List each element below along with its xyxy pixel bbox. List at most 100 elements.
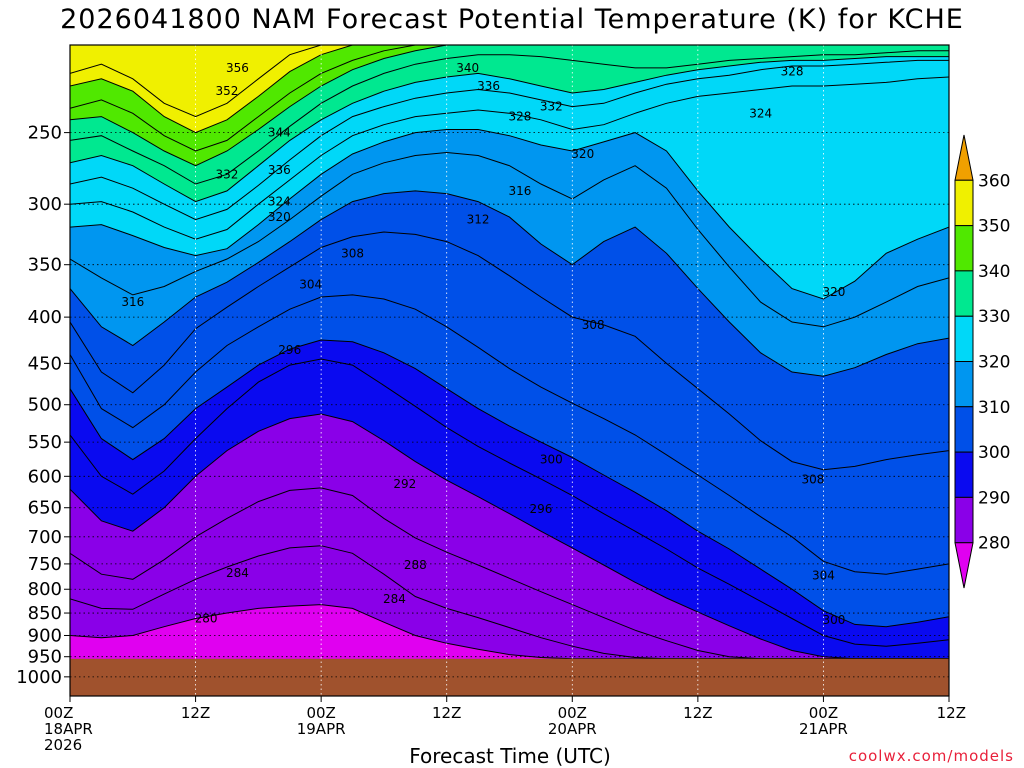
contour-label: 284 (226, 566, 249, 580)
y-tick-label: 350 (28, 255, 62, 276)
contour-label: 340 (456, 61, 479, 75)
y-tick-label: 850 (28, 603, 62, 624)
colorbar-swatch (954, 406, 974, 453)
contour-label: 296 (278, 343, 301, 357)
contour-label: 316 (509, 184, 532, 198)
contour-label: 336 (268, 163, 291, 177)
contour-label: 332 (216, 167, 239, 181)
contour-label: 344 (268, 126, 291, 140)
contour-label: 312 (467, 213, 490, 227)
y-tick-label: 300 (28, 194, 62, 215)
colorbar-swatch (954, 496, 974, 544)
contour-label: 332 (540, 100, 563, 114)
x-tick-label: 18APR (44, 720, 93, 738)
contour-label: 304 (299, 277, 322, 291)
theta-band-356 (70, 45, 949, 117)
colorbar-swatch (954, 225, 974, 272)
y-tick-label: 750 (28, 554, 62, 575)
y-tick-label: 1000 (16, 667, 62, 688)
y-tick-label: 550 (28, 432, 62, 453)
colorbar-label: 290 (978, 488, 1010, 508)
pressure-axis: 2503003504004505005506006507007508008509… (16, 123, 70, 688)
isentrope-308 (70, 231, 949, 471)
y-tick-label: 950 (28, 647, 62, 668)
isentrope-328 (70, 59, 949, 221)
colorbar-label: 330 (978, 307, 1010, 327)
grid-layer (70, 45, 949, 696)
contour-label: 320 (268, 210, 291, 224)
y-tick-label: 650 (28, 498, 62, 519)
y-tick-label: 450 (28, 353, 62, 374)
isentrope-332 (70, 56, 949, 203)
isentrope-320 (70, 129, 949, 300)
contour-label: 308 (582, 318, 605, 332)
ground-layer (70, 658, 949, 696)
colorbar-swatch (954, 451, 974, 498)
contour-label: 316 (121, 295, 144, 309)
ground-fill (70, 658, 949, 696)
x-tick-label: 00Z (306, 704, 335, 722)
x-tick-label: 12Z (181, 704, 210, 722)
x-axis-title: Forecast Time (UTC) (409, 744, 611, 768)
isentrope-316 (70, 151, 949, 328)
isentrope-352 (70, 45, 949, 134)
x-tick-label: 00Z (44, 704, 73, 722)
isentrope-336 (70, 50, 949, 185)
colorbar-label: 340 (978, 262, 1010, 282)
theta-fill-layer (70, 45, 949, 696)
contour-label: 320 (822, 285, 845, 299)
isentrope-356 (70, 45, 949, 118)
contour-label: 320 (571, 147, 594, 161)
credit-link[interactable]: coolwx.com/models (848, 747, 1014, 765)
isentrope-304 (70, 294, 949, 575)
colorbar-swatch (954, 361, 974, 408)
contour-label: 280 (195, 612, 218, 626)
contour-label: 300 (822, 613, 845, 627)
isentrope-340 (70, 45, 949, 167)
isentrope-312 (70, 190, 949, 377)
isentrope-296 (70, 358, 949, 647)
y-tick-label: 250 (28, 123, 62, 144)
isentrope-324 (70, 76, 949, 240)
colorbar-label: 350 (978, 217, 1010, 237)
contour-label: 308 (341, 246, 364, 260)
y-tick-label: 900 (28, 625, 62, 646)
isentrope-344 (70, 45, 949, 152)
x-tick-label: 2026 (44, 736, 82, 754)
isentrope-292 (70, 413, 949, 660)
colorbar: 280 290 300 310 320 330 340 350 360 (954, 134, 1010, 589)
isentrope-300 (70, 339, 949, 628)
colorbar-swatch (954, 542, 974, 589)
colorbar-label: 360 (978, 171, 1010, 191)
y-tick-label: 600 (28, 466, 62, 487)
colorbar-label: 280 (978, 534, 1010, 554)
contour-label: 324 (268, 195, 291, 209)
colorbar-swatch (954, 179, 974, 227)
colorbar-label: 300 (978, 443, 1010, 463)
contour-label: 324 (749, 106, 772, 120)
contour-label: 328 (781, 65, 804, 79)
contour-label: 356 (226, 61, 249, 75)
chart-title: 2026041800 NAM Forecast Potential Temper… (60, 4, 964, 35)
contour-label-layer: 356 352 340 336 332 328 328 324 344 320 332 336 316 3… (121, 61, 845, 627)
x-tick-label: 21APR (799, 720, 848, 738)
y-tick-label: 400 (28, 307, 62, 328)
y-tick-label: 700 (28, 527, 62, 548)
colorbar-swatch (954, 134, 974, 181)
contour-label: 300 (540, 453, 563, 467)
x-tick-label: 12Z (432, 704, 461, 722)
x-tick-label: 12Z (683, 704, 712, 722)
contour-label: 296 (529, 502, 552, 516)
plot-frame (69, 44, 950, 697)
contour-label: 288 (404, 558, 427, 572)
contour-label: 308 (802, 473, 825, 487)
contour-label: 284 (383, 592, 406, 606)
y-tick-label: 800 (28, 579, 62, 600)
x-tick-label: 20APR (548, 720, 597, 738)
theta-band-352 (70, 45, 949, 133)
colorbar-swatch (954, 315, 974, 362)
x-tick-label: 12Z (937, 704, 966, 722)
x-tick-label: 00Z (558, 704, 587, 722)
